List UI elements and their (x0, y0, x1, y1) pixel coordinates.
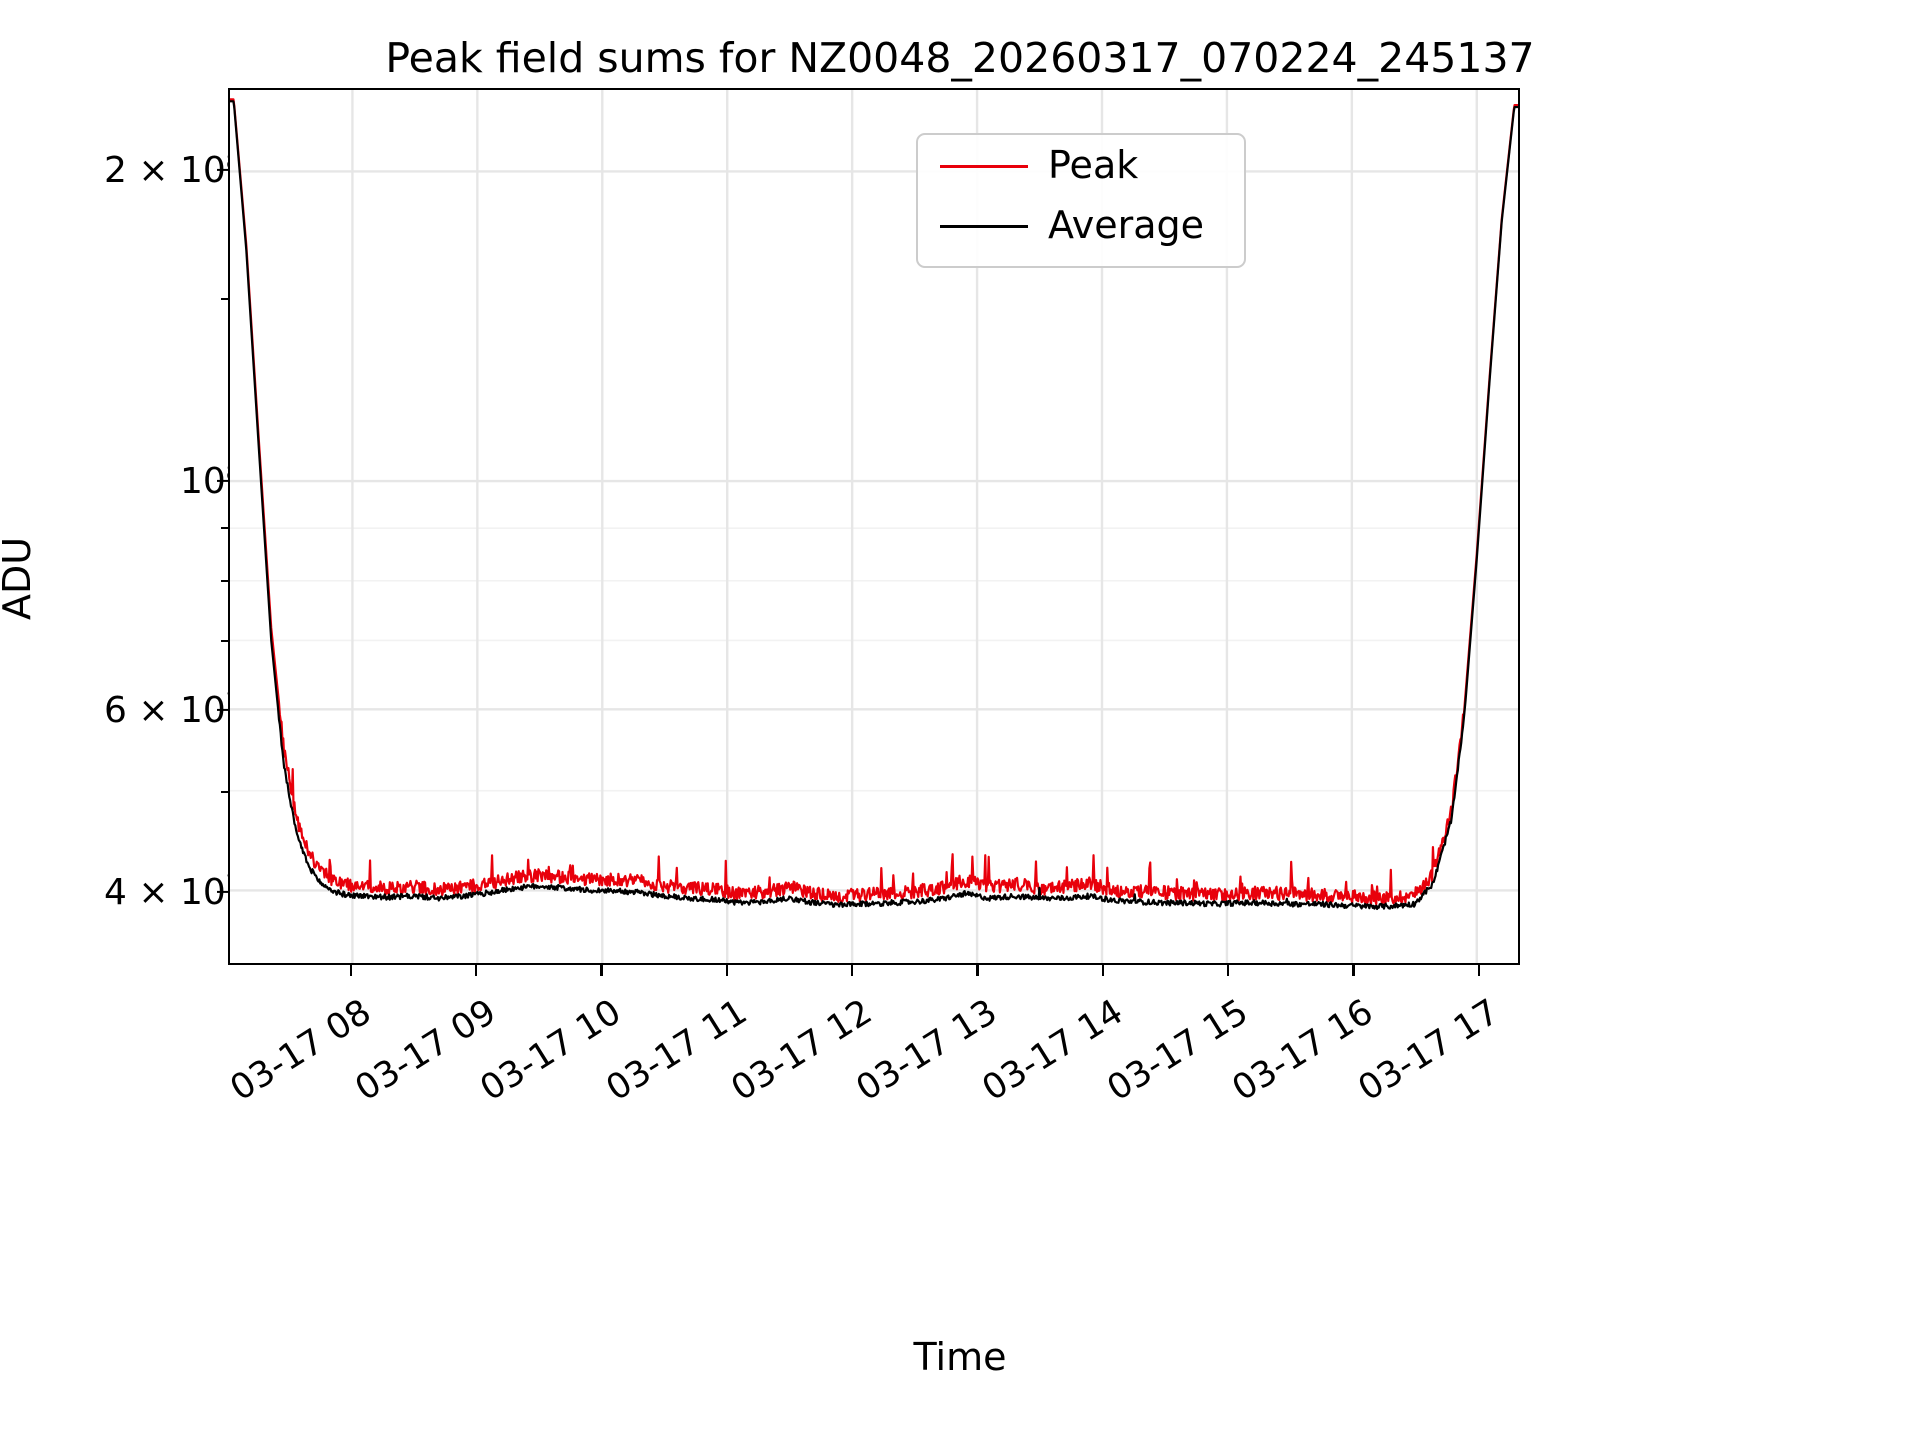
x-axis-tick-label: 03-17 17 (1351, 992, 1506, 1110)
x-axis-tick-mark (1477, 965, 1480, 976)
y-axis-tick-mark (217, 168, 228, 171)
y-axis-tick-mark (217, 890, 228, 894)
y-axis-minor-tick-mark (221, 639, 228, 642)
x-axis-label: Time (913, 1335, 1007, 1379)
x-axis-tick-label: 03-17 11 (599, 992, 754, 1110)
x-axis-tick-label: 03-17 14 (975, 992, 1130, 1110)
legend-swatch-average (940, 225, 1028, 228)
y-axis-minor-tick-mark (221, 527, 228, 530)
legend-label-peak: Peak (1048, 143, 1139, 187)
x-axis-tick-mark (725, 965, 728, 976)
x-axis-tick-mark (976, 965, 979, 976)
y-axis-minor-tick-mark (221, 790, 228, 793)
x-axis-tick-label: 03-17 08 (223, 992, 378, 1110)
legend-label-average: Average (1048, 203, 1205, 247)
x-axis-tick-label: 03-17 16 (1225, 992, 1381, 1110)
x-axis-tick-label: 03-17 15 (1100, 992, 1256, 1110)
legend-entry-average[interactable]: Average (918, 199, 1244, 255)
y-axis-label: ADU (0, 536, 39, 620)
data-series-layer (230, 98, 1518, 911)
y-axis-tick-mark (217, 709, 228, 712)
y-axis-minor-tick-mark (221, 580, 228, 582)
y-axis-tick-mark (217, 479, 228, 482)
legend-entry-peak[interactable]: Peak (918, 139, 1244, 195)
x-axis-tick-label: 03-17 12 (724, 992, 880, 1110)
legend-swatch-peak (940, 165, 1028, 168)
x-axis-tick-label: 03-17 10 (473, 992, 629, 1110)
y-axis-minor-tick-mark (221, 297, 228, 300)
x-axis-tick-mark (851, 965, 854, 976)
legend[interactable]: Peak Average (916, 133, 1246, 268)
x-axis-tick-mark (475, 965, 478, 976)
x-axis-tick-mark (349, 965, 352, 976)
series-line-average (230, 100, 1518, 911)
x-axis-tick-label: 03-17 13 (849, 992, 1005, 1110)
x-axis-tick-mark (1352, 965, 1355, 976)
page-title: Peak field sums for NZ0048_20260317_0702… (385, 34, 1535, 82)
x-axis-tick-mark (1227, 965, 1230, 976)
x-axis-tick-mark (600, 965, 603, 976)
series-line-peak (230, 98, 1518, 906)
grid-lines (230, 90, 1518, 963)
plot-area (228, 88, 1520, 965)
x-axis-tick-mark (1101, 965, 1104, 976)
x-axis-tick-label: 03-17 09 (348, 992, 504, 1110)
